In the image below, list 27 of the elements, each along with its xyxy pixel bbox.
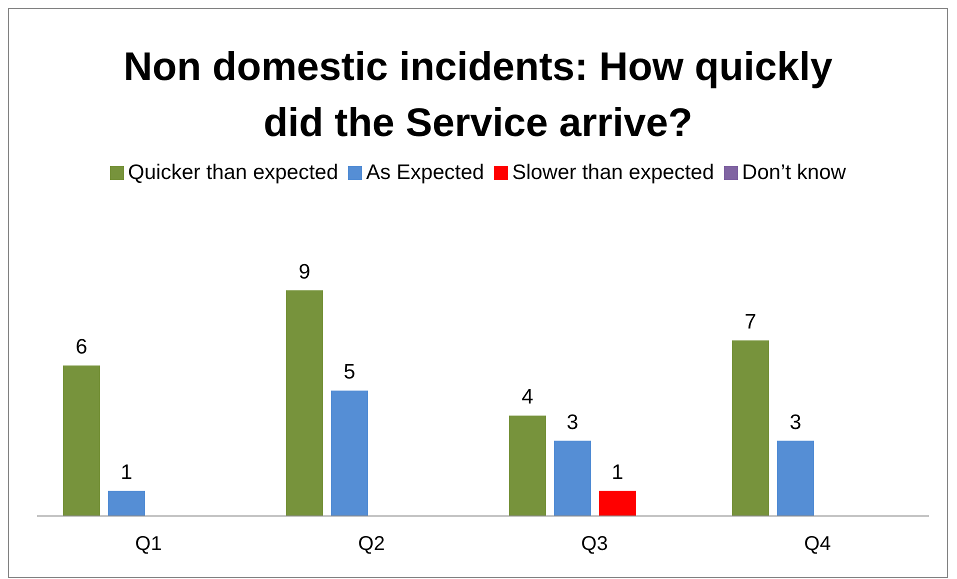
- bar: [777, 440, 814, 516]
- data-label: 1: [120, 460, 132, 484]
- bar: [554, 440, 591, 516]
- bar: [732, 340, 769, 516]
- bar: [108, 490, 145, 516]
- data-label: 6: [76, 336, 88, 358]
- legend-label: Don’t know: [742, 161, 846, 184]
- data-label: 9: [298, 260, 310, 284]
- data-label: 7: [744, 310, 756, 334]
- x-tick-label: Q4: [804, 533, 831, 556]
- data-label: 4: [522, 386, 534, 409]
- legend-label: Slower than expected: [512, 161, 714, 184]
- x-tick-label: Q3: [581, 533, 608, 556]
- data-label: 3: [566, 410, 578, 434]
- x-tick-label: Q2: [358, 533, 385, 556]
- legend-label: Quicker than expected: [128, 161, 338, 184]
- x-tick-label: Q1: [135, 533, 162, 556]
- chart-title: Non domestic incidents: How quickly did the Service arrive?: [122, 44, 834, 147]
- legend-label: As Expected: [366, 161, 484, 184]
- bar: [509, 416, 546, 516]
- bar: [63, 366, 100, 516]
- data-label: 3: [790, 410, 802, 434]
- bar: [599, 490, 636, 516]
- bar: [286, 290, 323, 516]
- bar: [331, 390, 368, 516]
- data-label: 1: [612, 460, 624, 484]
- data-label: 5: [344, 360, 356, 384]
